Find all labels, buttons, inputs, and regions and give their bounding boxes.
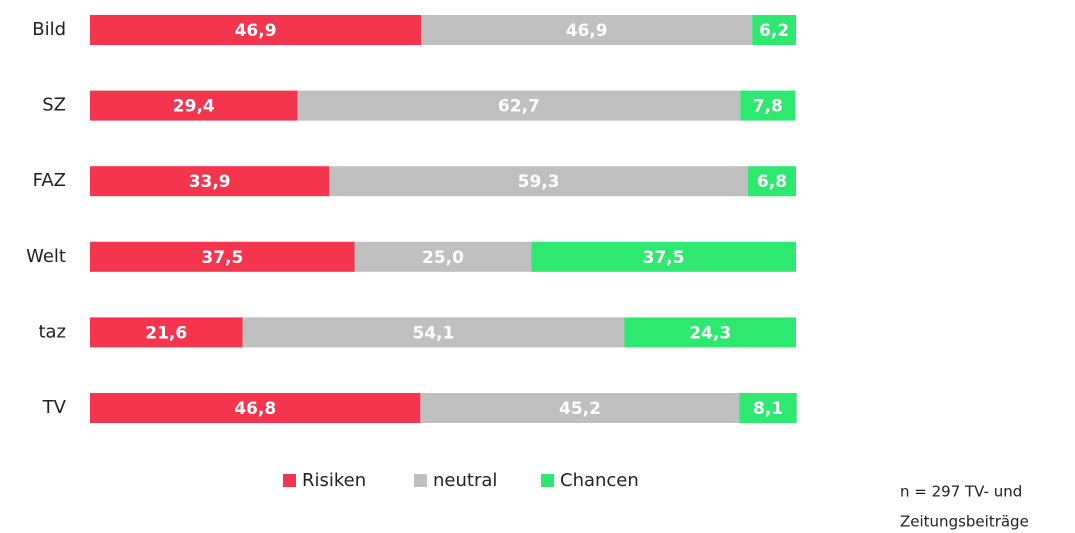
bar-segment — [90, 15, 422, 45]
bar-segment — [90, 166, 330, 197]
value-label: 62,7 — [498, 97, 540, 117]
bar-segment — [354, 241, 532, 272]
bar-segment — [90, 317, 243, 348]
bar-segment — [531, 241, 796, 272]
note: Zeitungsbeiträge — [900, 513, 1029, 531]
bar-segment — [242, 317, 625, 348]
bar-segment — [624, 317, 796, 348]
bar-segment — [739, 393, 797, 423]
category-label: TV — [42, 397, 67, 418]
value-label: 25,0 — [422, 248, 464, 268]
bar-segment — [90, 241, 355, 272]
value-label: 46,9 — [235, 21, 277, 41]
bar-segment — [90, 393, 421, 423]
bar-segment — [421, 15, 753, 45]
legend-label: Chancen — [560, 470, 639, 491]
category-label: taz — [38, 321, 66, 342]
bar-segment — [420, 393, 740, 423]
bar-segment — [329, 166, 748, 197]
bar-segment — [740, 90, 796, 121]
value-label: 7,8 — [753, 97, 783, 117]
value-label: 29,4 — [173, 97, 215, 117]
value-label: 6,2 — [759, 21, 789, 41]
note: n = 297 TV- und — [900, 483, 1022, 501]
value-label: 21,6 — [145, 323, 187, 343]
bar-segment — [90, 90, 298, 121]
value-label: 33,9 — [189, 172, 231, 192]
value-label: 45,2 — [559, 399, 601, 419]
category-label: SZ — [42, 95, 66, 116]
value-label: 54,1 — [412, 323, 454, 343]
value-label: 46,9 — [566, 21, 608, 41]
value-label: 46,8 — [234, 399, 276, 419]
bar-segment — [752, 15, 796, 45]
category-label: Bild — [32, 19, 66, 40]
legend-label: Risiken — [302, 470, 366, 491]
value-label: 6,8 — [757, 172, 787, 192]
legend-label: neutral — [433, 470, 497, 491]
category-label: FAZ — [33, 170, 66, 191]
legend-swatch — [414, 474, 427, 487]
bar-segment — [747, 166, 796, 197]
value-label: 59,3 — [518, 172, 560, 192]
value-label: 37,5 — [643, 248, 685, 268]
legend-swatch — [283, 474, 296, 487]
value-label: 37,5 — [201, 248, 243, 268]
category-label: Welt — [26, 246, 66, 267]
value-label: 8,1 — [753, 399, 783, 419]
value-label: 24,3 — [689, 323, 731, 343]
legend-swatch — [541, 474, 554, 487]
bar-segment — [297, 90, 741, 121]
